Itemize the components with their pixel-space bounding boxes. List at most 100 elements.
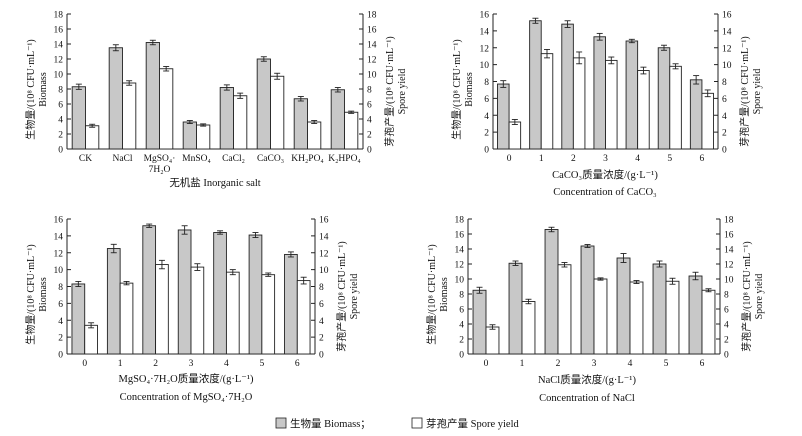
y-tick-label-left: 2 xyxy=(58,334,63,344)
x-tick-label: MnSO₄ xyxy=(182,154,211,164)
bar-spore-2 xyxy=(159,68,174,150)
x-tick-label: CK xyxy=(79,154,92,164)
bar-biomass-2 xyxy=(142,225,157,355)
x-tick-label: 1 xyxy=(118,359,123,369)
y-tick-label-left: 2 xyxy=(484,129,489,139)
legend: 生物量 Biomass； 芽孢产量 Spore yield xyxy=(275,417,519,430)
x-tick-label: NaCl xyxy=(112,154,132,164)
y-tick-label-right: 4 xyxy=(319,317,324,327)
y-tick-label-left: 8 xyxy=(58,86,63,96)
y-tick-label-left: 8 xyxy=(58,283,63,293)
y-tick-label-left: 0 xyxy=(58,146,63,156)
y-tick-label-right: 2 xyxy=(367,131,372,141)
bar-spore-6 xyxy=(701,92,714,150)
x-tick-label: 5 xyxy=(667,154,672,164)
bar-biomass-2 xyxy=(145,42,160,150)
y-axis-label-right-cn: 芽孢产量/(10⁸ CFU·mL⁻¹) xyxy=(383,36,396,146)
bar-spore-3 xyxy=(593,278,608,355)
y-tick-label-right: 2 xyxy=(724,336,729,346)
x-tick-label: 4 xyxy=(224,359,229,369)
bar-spore-0 xyxy=(485,326,500,355)
x-axis-title: MgSO₄·7H₂O质量浓度/(g·L⁻¹) xyxy=(118,372,254,385)
y-axis-label-left-cn: 生物量/(10⁸ CFU·mL⁻¹) xyxy=(24,39,37,139)
x-tick-label: 0 xyxy=(82,359,87,369)
y-tick-label-left: 8 xyxy=(459,291,464,301)
y-tick-label-left: 16 xyxy=(455,231,465,241)
bar-spore-4 xyxy=(629,281,644,355)
y-tick-label-right: 4 xyxy=(722,112,727,122)
x-axis-title-en: Concentration of NaCl xyxy=(539,393,635,404)
bar-biomass-6 xyxy=(689,79,703,150)
bar-spore-4 xyxy=(225,271,240,355)
y-tick-label-left: 14 xyxy=(54,41,64,51)
x-axis-title-en: Concentration of MgSO₄·7H₂O xyxy=(120,392,253,403)
bar-biomass-6 xyxy=(688,275,703,355)
y-tick-label-left: 8 xyxy=(484,78,489,88)
bar-spore-3 xyxy=(190,266,205,355)
y-tick-label-right: 12 xyxy=(722,44,732,54)
y-tick-label-left: 12 xyxy=(54,249,64,259)
y-tick-label-right: 16 xyxy=(724,231,734,241)
bar-biomass-5 xyxy=(248,234,263,355)
y-tick-label-left: 12 xyxy=(455,261,465,271)
y-tick-label-right: 6 xyxy=(724,306,729,316)
y-tick-label-right: 16 xyxy=(722,11,732,21)
legend-biomass-swatch xyxy=(275,417,287,429)
x-axis-title-en: Concentration of CaCO₃ xyxy=(553,187,657,198)
bar-spore-0 xyxy=(84,324,98,355)
bar-spore-1 xyxy=(119,282,134,355)
y-tick-label-left: 2 xyxy=(459,336,464,346)
y-tick-label-right: 14 xyxy=(722,27,732,37)
y-axis-label-left-cn: 生物量/(10⁸ CFU·mL⁻¹) xyxy=(425,244,438,344)
bar-biomass-0 xyxy=(472,289,487,355)
y-axis-label-left-cn: 生物量/(10⁸ CFU·mL⁻¹) xyxy=(24,244,37,344)
y-tick-label-left: 18 xyxy=(54,11,64,21)
y-tick-label-right: 0 xyxy=(367,146,372,156)
y-tick-label-left: 12 xyxy=(480,44,490,54)
bar-biomass-3 xyxy=(580,245,595,355)
bar-spore-6 xyxy=(701,289,716,355)
y-tick-label-right: 8 xyxy=(722,78,727,88)
y-tick-label-left: 16 xyxy=(480,11,490,21)
y-tick-label-left: 10 xyxy=(54,266,64,276)
x-tick-label: 5 xyxy=(664,359,669,369)
bar-biomass-6 xyxy=(284,253,298,355)
y-axis-label-left-cn: 生物量/(10⁸ CFU·mL⁻¹) xyxy=(450,39,463,139)
x-tick-label: 4 xyxy=(635,154,640,164)
y-tick-label-right: 12 xyxy=(319,249,329,259)
y-tick-label-right: 2 xyxy=(319,334,324,344)
y-tick-label-left: 16 xyxy=(54,26,64,36)
y-axis-label-right-en: Spore yield xyxy=(349,274,360,320)
x-tick-label: 3 xyxy=(592,359,597,369)
bar-biomass-3 xyxy=(177,229,192,355)
bar-spore-5 xyxy=(261,274,276,355)
legend-spore-swatch xyxy=(411,417,423,429)
y-tick-label-right: 10 xyxy=(367,71,377,81)
bar-biomass-5 xyxy=(652,263,667,355)
y-axis-label-right-en: Spore yield xyxy=(397,69,408,115)
y-tick-label-right: 0 xyxy=(724,351,729,361)
y-tick-label-left: 14 xyxy=(480,27,490,37)
y-axis-label-left-en: Biomass xyxy=(38,277,49,312)
bar-spore-1 xyxy=(122,82,137,150)
bar-biomass-0 xyxy=(71,86,86,150)
bar-spore-3 xyxy=(196,124,211,150)
y-tick-label-right: 0 xyxy=(319,351,324,361)
bar-spore-5 xyxy=(665,280,680,355)
x-tick-label: K₂HPO₄ xyxy=(328,154,361,164)
y-tick-label-right: 12 xyxy=(724,261,734,271)
chart-panel-a: 0 0 2 2 4 4 6 6 8 8 10 10 12 12 14 14 16 16 18 18 CK NaCl MgSO… xyxy=(24,11,408,190)
y-tick-label-left: 10 xyxy=(54,71,64,81)
y-tick-label-right: 16 xyxy=(367,26,377,36)
y-tick-label-left: 10 xyxy=(480,61,490,71)
x-tick-label: CaCO₃ xyxy=(257,154,284,164)
x-tick-label: CaCl₂ xyxy=(222,154,245,164)
y-tick-label-right: 10 xyxy=(319,266,329,276)
x-tick-label: 3 xyxy=(189,359,194,369)
y-tick-label-right: 8 xyxy=(724,291,729,301)
y-tick-label-right: 4 xyxy=(367,116,372,126)
bar-spore-2 xyxy=(155,264,169,355)
y-tick-label-right: 14 xyxy=(724,246,734,256)
